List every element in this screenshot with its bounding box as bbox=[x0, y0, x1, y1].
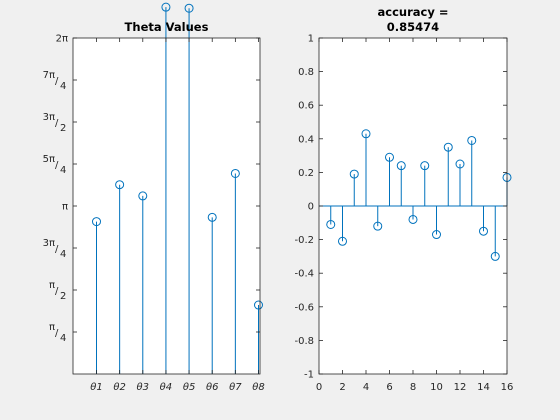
y-tick-label: -1 bbox=[304, 370, 314, 381]
y-tick-label: 7π/4 bbox=[43, 70, 67, 92]
stem-marker bbox=[138, 191, 148, 201]
stem-marker bbox=[92, 217, 101, 227]
x-tick-label: 10 bbox=[430, 382, 443, 393]
stem-marker bbox=[420, 161, 430, 171]
fraction-slash: / bbox=[55, 328, 59, 339]
tick-marks bbox=[318, 37, 508, 375]
y-tick-label: π/4 bbox=[49, 322, 66, 344]
stem-marker bbox=[338, 236, 347, 246]
stem-marker bbox=[385, 152, 394, 162]
stem-marker bbox=[207, 212, 217, 222]
stem-marker bbox=[349, 169, 359, 179]
stem-marker bbox=[443, 142, 453, 152]
x-tick-label: 4 bbox=[363, 382, 369, 393]
fraction-slash: / bbox=[55, 244, 59, 255]
x-tick-label: θ5 bbox=[183, 382, 195, 393]
accuracy-axes: -1 -0.8 -0.6 -0.4 -0.2 0 0.2 0.4 0.6 0.8 1 0 2 4 6 8 10… bbox=[294, 5, 513, 393]
fraction-numerator: π bbox=[49, 280, 55, 291]
stem-marker bbox=[467, 135, 477, 145]
y-tick-label: 0.8 bbox=[298, 67, 314, 78]
y-tick-label: 2π bbox=[56, 34, 68, 45]
stem-marker bbox=[115, 180, 125, 190]
x-tick-label: θ7 bbox=[229, 382, 242, 393]
x-tick-label: θ4 bbox=[160, 382, 172, 393]
stem-marker bbox=[361, 129, 371, 139]
y-tick-label: -0.8 bbox=[294, 336, 314, 347]
y-tick-label: 0.4 bbox=[298, 134, 314, 145]
fraction-denominator: 4 bbox=[60, 249, 66, 260]
x-tick-labels: θ1 θ2 θ3 θ4 θ5 θ6 θ7 θ8 bbox=[90, 382, 264, 393]
stem-marker bbox=[184, 3, 194, 13]
x-tick-labels: 0 2 4 6 8 10 12 14 16 bbox=[316, 382, 514, 393]
y-tick-label: 0.2 bbox=[298, 168, 314, 179]
fraction-denominator: 4 bbox=[60, 81, 66, 92]
fraction-numerator: π bbox=[49, 322, 55, 333]
stem-marker bbox=[408, 214, 418, 224]
x-tick-label: 8 bbox=[410, 382, 416, 393]
x-tick-label: θ6 bbox=[206, 382, 218, 393]
stem-marker bbox=[479, 226, 488, 236]
x-tick-label: 14 bbox=[477, 382, 490, 393]
x-tick-label: 12 bbox=[454, 382, 467, 393]
fraction-slash: / bbox=[55, 118, 59, 129]
y-tick-label: 1 bbox=[308, 34, 314, 45]
stem-series bbox=[92, 2, 263, 374]
x-tick-label: θ8 bbox=[252, 382, 264, 393]
stem-marker bbox=[396, 161, 406, 171]
y-tick-label: 3π/2 bbox=[43, 112, 67, 134]
chart-title-line-1: accuracy = bbox=[378, 5, 449, 19]
x-tick-label: θ3 bbox=[137, 382, 149, 393]
chart-title: Theta Values bbox=[125, 20, 209, 34]
fraction-numerator: 3π bbox=[43, 112, 55, 123]
stem-marker bbox=[230, 168, 240, 178]
y-tick-label: -0.6 bbox=[294, 302, 314, 313]
fraction-numerator: 3π bbox=[43, 238, 55, 249]
tick-marks bbox=[73, 37, 260, 374]
x-tick-label: 0 bbox=[316, 382, 322, 393]
y-tick-label: 0 bbox=[308, 202, 314, 213]
y-tick-label: 5π/4 bbox=[43, 154, 67, 176]
fraction-slash: / bbox=[55, 76, 59, 87]
y-tick-labels: -1 -0.8 -0.6 -0.4 -0.2 0 0.2 0.4 0.6 0.8 1 bbox=[294, 34, 314, 381]
y-tick-label: 3π/4 bbox=[43, 238, 67, 260]
y-tick-label: -0.4 bbox=[294, 269, 314, 280]
stem-marker bbox=[455, 159, 465, 169]
fraction-denominator: 4 bbox=[60, 165, 66, 176]
x-tick-label: 16 bbox=[501, 382, 514, 393]
x-tick-label: θ1 bbox=[90, 382, 102, 393]
stem-marker bbox=[326, 219, 336, 229]
stem-marker bbox=[432, 230, 441, 240]
y-tick-label: π bbox=[62, 202, 68, 213]
x-tick-label: θ2 bbox=[113, 382, 125, 393]
fraction-denominator: 2 bbox=[60, 123, 66, 134]
fraction-numerator: 7π bbox=[43, 70, 55, 81]
x-tick-label: 6 bbox=[386, 382, 392, 393]
y-tick-label: 0.6 bbox=[298, 101, 314, 112]
axes-background bbox=[73, 38, 260, 374]
stem-marker bbox=[490, 251, 500, 261]
y-tick-label: -0.2 bbox=[294, 235, 314, 246]
y-tick-label: π/2 bbox=[49, 280, 66, 302]
stem-marker bbox=[254, 300, 263, 310]
fraction-slash: / bbox=[55, 286, 59, 297]
fraction-numerator: 5π bbox=[43, 154, 55, 165]
fraction-denominator: 4 bbox=[60, 333, 66, 344]
fraction-denominator: 2 bbox=[60, 291, 66, 302]
fraction-slash: / bbox=[55, 160, 59, 171]
stem-marker bbox=[161, 2, 171, 12]
x-tick-label: 2 bbox=[339, 382, 345, 393]
chart-title-line-2: 0.85474 bbox=[387, 20, 439, 34]
stem-marker bbox=[373, 221, 383, 231]
